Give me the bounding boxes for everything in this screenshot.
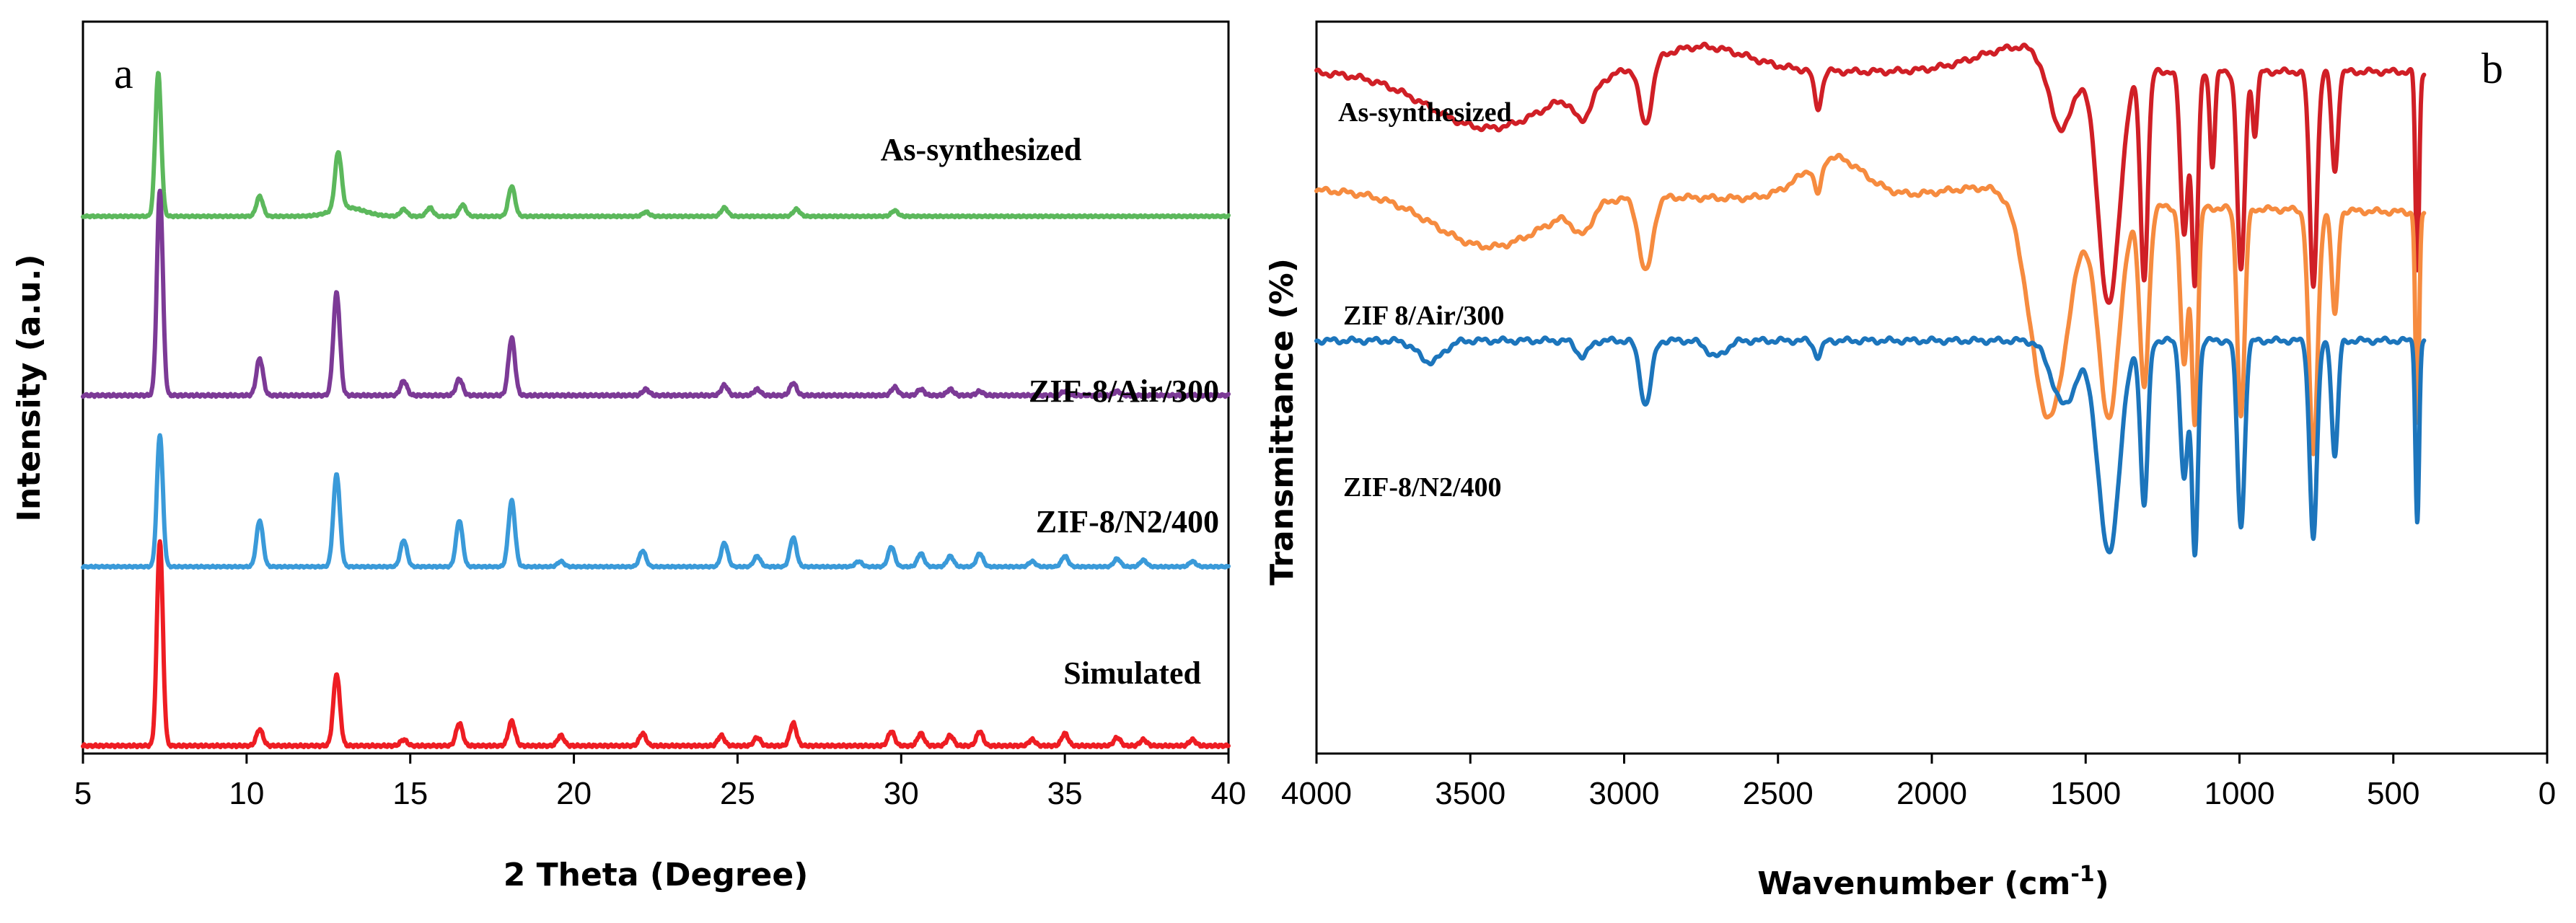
panel-letter-b: b [2482, 45, 2503, 92]
ftir-series-labels: As-synthesized ZIF 8/Air/300 ZIF-8/N2/400 [1338, 97, 1512, 503]
xrd-traces [81, 71, 1231, 750]
xrd-x-axis-title: 2 Theta (Degree) [504, 857, 809, 893]
xrd-x-tick-label: 30 [884, 776, 919, 811]
xrd-x-tick-label: 40 [1211, 776, 1247, 811]
xrd-x-tick-label: 5 [74, 776, 92, 811]
xrd-trace-zif-8-air-300 [81, 188, 1231, 399]
xrd-x-tick-label: 25 [720, 776, 755, 811]
xrd-trace-zif-8-n2-400 [81, 433, 1231, 570]
xrd-y-axis-title: Intensity (a.u.) [11, 255, 48, 522]
xrd-panel: 5 10 15 20 25 30 35 40 As-synthesized ZIF-8/Air/… [11, 20, 1247, 893]
xrd-x-ticks: 5 10 15 20 25 30 35 40 [74, 754, 1247, 811]
xrd-label-simulated: Simulated [1063, 655, 1201, 691]
ftir-x-tick-label: 0 [2538, 776, 2556, 811]
xrd-label-as-synthesized: As-synthesized [881, 132, 1082, 167]
ftir-label-zif-8-air-300: ZIF 8/Air/300 [1343, 301, 1504, 331]
xrd-label-zif-8-n2-400: ZIF-8/N2/400 [1036, 504, 1219, 539]
xrd-plot-frame [82, 20, 1230, 755]
ftir-x-tick-label: 1500 [2050, 776, 2121, 811]
ftir-x-axis-title: Wavenumber (cm-1) [1757, 862, 2109, 902]
xrd-trace-simulated [81, 539, 1231, 750]
ftir-x-title-sup: -1 [2070, 862, 2094, 887]
ftir-panel: 4000 3500 3000 2500 2000 1500 1000 500 0 As-synt… [1264, 20, 2556, 902]
ftir-label-as-synthesized: As-synthesized [1338, 97, 1512, 128]
ftir-trace-zif-8-air-300 [1314, 152, 2427, 456]
ftir-x-tick-label: 3000 [1589, 776, 1660, 811]
panel-letter-a: a [114, 50, 133, 97]
ftir-label-zif-8-n2-400: ZIF-8/N2/400 [1343, 472, 1502, 503]
ftir-x-ticks: 4000 3500 3000 2500 2000 1500 1000 500 0 [1281, 754, 2556, 811]
ftir-x-title-main: Wavenumber (cm [1757, 865, 2070, 902]
ftir-x-tick-label: 3500 [1435, 776, 1505, 811]
ftir-x-tick-label: 2000 [1896, 776, 1967, 811]
ftir-x-tick-label: 1000 [2204, 776, 2275, 811]
ftir-trace-zif-8-n2-400 [1314, 335, 2427, 558]
xrd-x-tick-label: 15 [392, 776, 428, 811]
xrd-trace-as-synthesized [81, 71, 1231, 220]
xrd-label-zif-8-air-300: ZIF-8/Air/300 [1029, 374, 1219, 409]
xrd-series-labels: As-synthesized ZIF-8/Air/300 ZIF-8/N2/400 S… [881, 132, 1219, 691]
ftir-x-title-tail: ) [2095, 865, 2109, 902]
ftir-trace-as-synthesized [1314, 41, 2427, 305]
ftir-x-tick-label: 4000 [1281, 776, 1352, 811]
xrd-x-tick-label: 10 [229, 776, 264, 811]
xrd-x-tick-label: 35 [1047, 776, 1083, 811]
ftir-x-tick-label: 2500 [1743, 776, 1814, 811]
xrd-x-tick-label: 20 [556, 776, 592, 811]
ftir-traces [1314, 41, 2427, 558]
ftir-y-axis-title: Transmittance (%) [1264, 258, 1301, 586]
ftir-x-tick-label: 500 [2367, 776, 2419, 811]
